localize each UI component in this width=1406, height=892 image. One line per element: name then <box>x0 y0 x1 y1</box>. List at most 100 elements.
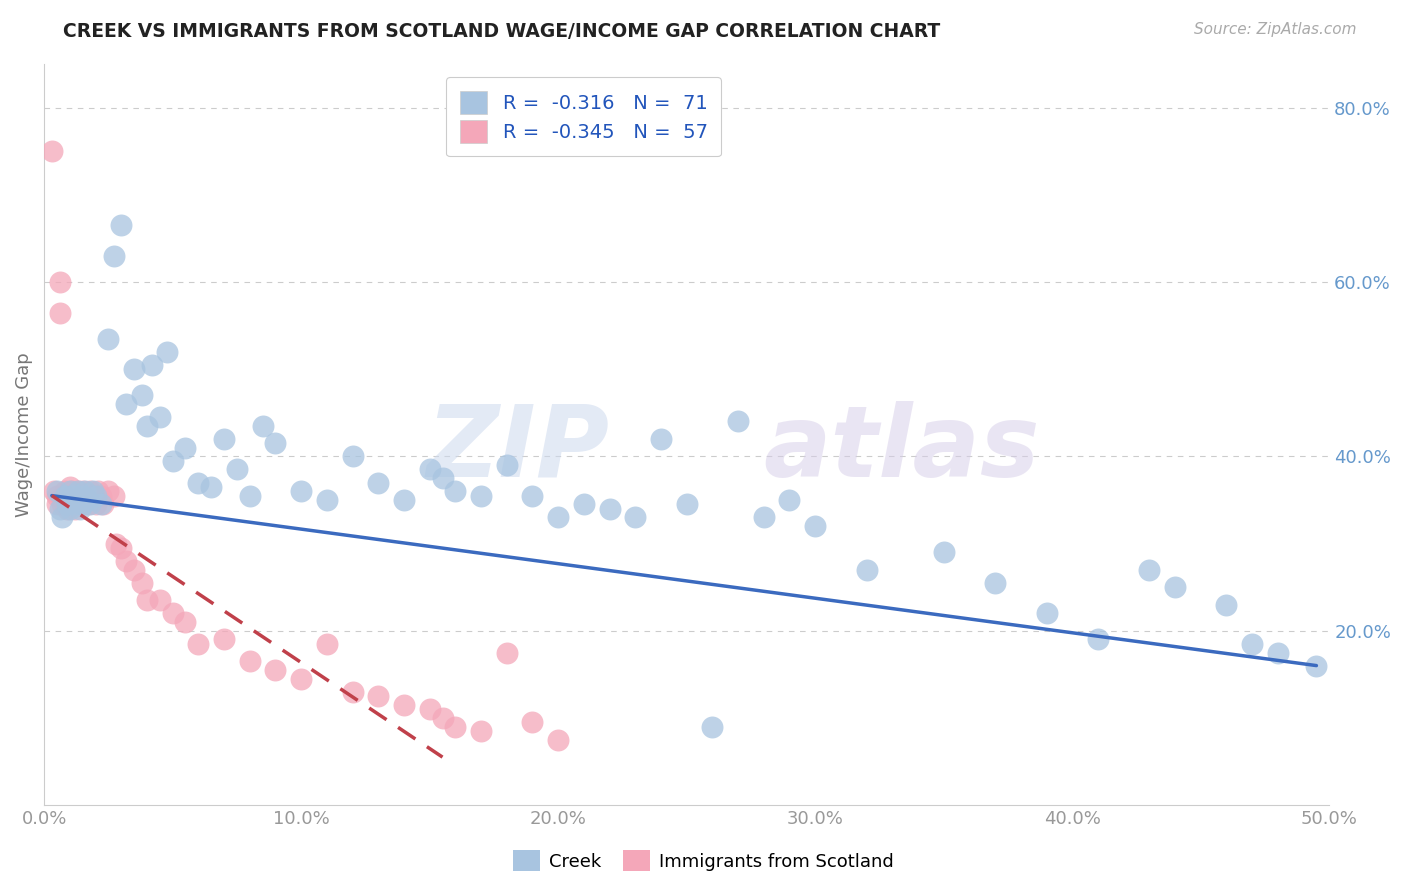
Point <box>63 497 86 511</box>
Point <box>149 593 172 607</box>
Point <box>135 593 157 607</box>
Point <box>779 492 801 507</box>
Point <box>115 554 138 568</box>
Point <box>82 489 104 503</box>
Point <box>110 541 132 555</box>
Point <box>48 501 70 516</box>
Point <box>342 450 364 464</box>
Point <box>149 410 172 425</box>
Point <box>122 563 145 577</box>
Y-axis label: Wage/Income Gap: Wage/Income Gap <box>15 352 32 517</box>
Point <box>90 489 112 503</box>
Point <box>225 462 247 476</box>
Point <box>187 637 209 651</box>
Point <box>599 501 621 516</box>
Point <box>315 492 337 507</box>
Point <box>1305 658 1327 673</box>
Legend: R =  -0.316   N =  71, R =  -0.345   N =  57: R = -0.316 N = 71, R = -0.345 N = 57 <box>446 78 721 156</box>
Point <box>470 723 492 738</box>
Point <box>419 702 441 716</box>
Point <box>84 489 107 503</box>
Point <box>69 489 91 503</box>
Point <box>419 462 441 476</box>
Point <box>315 637 337 651</box>
Point <box>1267 646 1289 660</box>
Point <box>76 497 98 511</box>
Point <box>75 492 97 507</box>
Point <box>650 432 672 446</box>
Text: ZIP: ZIP <box>426 401 610 498</box>
Point <box>59 484 82 499</box>
Point <box>48 305 70 319</box>
Point <box>87 484 110 499</box>
Point <box>122 362 145 376</box>
Point <box>53 484 76 499</box>
Point <box>1215 598 1237 612</box>
Point <box>76 492 98 507</box>
Point <box>53 497 76 511</box>
Point <box>105 536 128 550</box>
Point <box>804 519 827 533</box>
Point <box>367 475 389 490</box>
Point <box>264 436 287 450</box>
Point <box>79 484 101 499</box>
Point <box>66 484 89 499</box>
Point <box>90 497 112 511</box>
Point <box>367 689 389 703</box>
Point <box>72 497 94 511</box>
Point <box>444 720 467 734</box>
Point <box>675 497 697 511</box>
Point <box>110 219 132 233</box>
Point <box>1164 580 1187 594</box>
Point <box>392 698 415 712</box>
Point <box>72 497 94 511</box>
Point <box>103 249 125 263</box>
Point <box>432 711 454 725</box>
Point <box>59 497 82 511</box>
Point <box>79 497 101 511</box>
Point <box>72 484 94 499</box>
Point <box>63 501 86 516</box>
Point <box>855 563 877 577</box>
Point <box>46 497 69 511</box>
Point <box>48 275 70 289</box>
Point <box>495 458 517 472</box>
Legend: Creek, Immigrants from Scotland: Creek, Immigrants from Scotland <box>505 843 901 879</box>
Point <box>51 489 73 503</box>
Point <box>131 388 153 402</box>
Point <box>41 145 63 159</box>
Point <box>752 510 775 524</box>
Point <box>547 732 569 747</box>
Point <box>135 418 157 433</box>
Point <box>522 489 544 503</box>
Point <box>624 510 647 524</box>
Point <box>69 501 91 516</box>
Point <box>239 489 262 503</box>
Point <box>75 484 97 499</box>
Point <box>59 501 82 516</box>
Point <box>444 484 467 499</box>
Point <box>56 497 79 511</box>
Point <box>702 720 724 734</box>
Point <box>44 484 66 499</box>
Point <box>59 480 82 494</box>
Point <box>174 441 197 455</box>
Point <box>932 545 955 559</box>
Point <box>82 484 104 499</box>
Point <box>187 475 209 490</box>
Point <box>984 575 1007 590</box>
Point <box>470 489 492 503</box>
Point <box>212 632 235 647</box>
Point <box>131 575 153 590</box>
Point <box>547 510 569 524</box>
Point <box>392 492 415 507</box>
Point <box>72 489 94 503</box>
Point <box>46 484 69 499</box>
Point <box>84 497 107 511</box>
Point <box>264 663 287 677</box>
Point <box>1035 607 1057 621</box>
Point <box>91 497 114 511</box>
Point <box>252 418 274 433</box>
Point <box>51 510 73 524</box>
Point <box>1087 632 1109 647</box>
